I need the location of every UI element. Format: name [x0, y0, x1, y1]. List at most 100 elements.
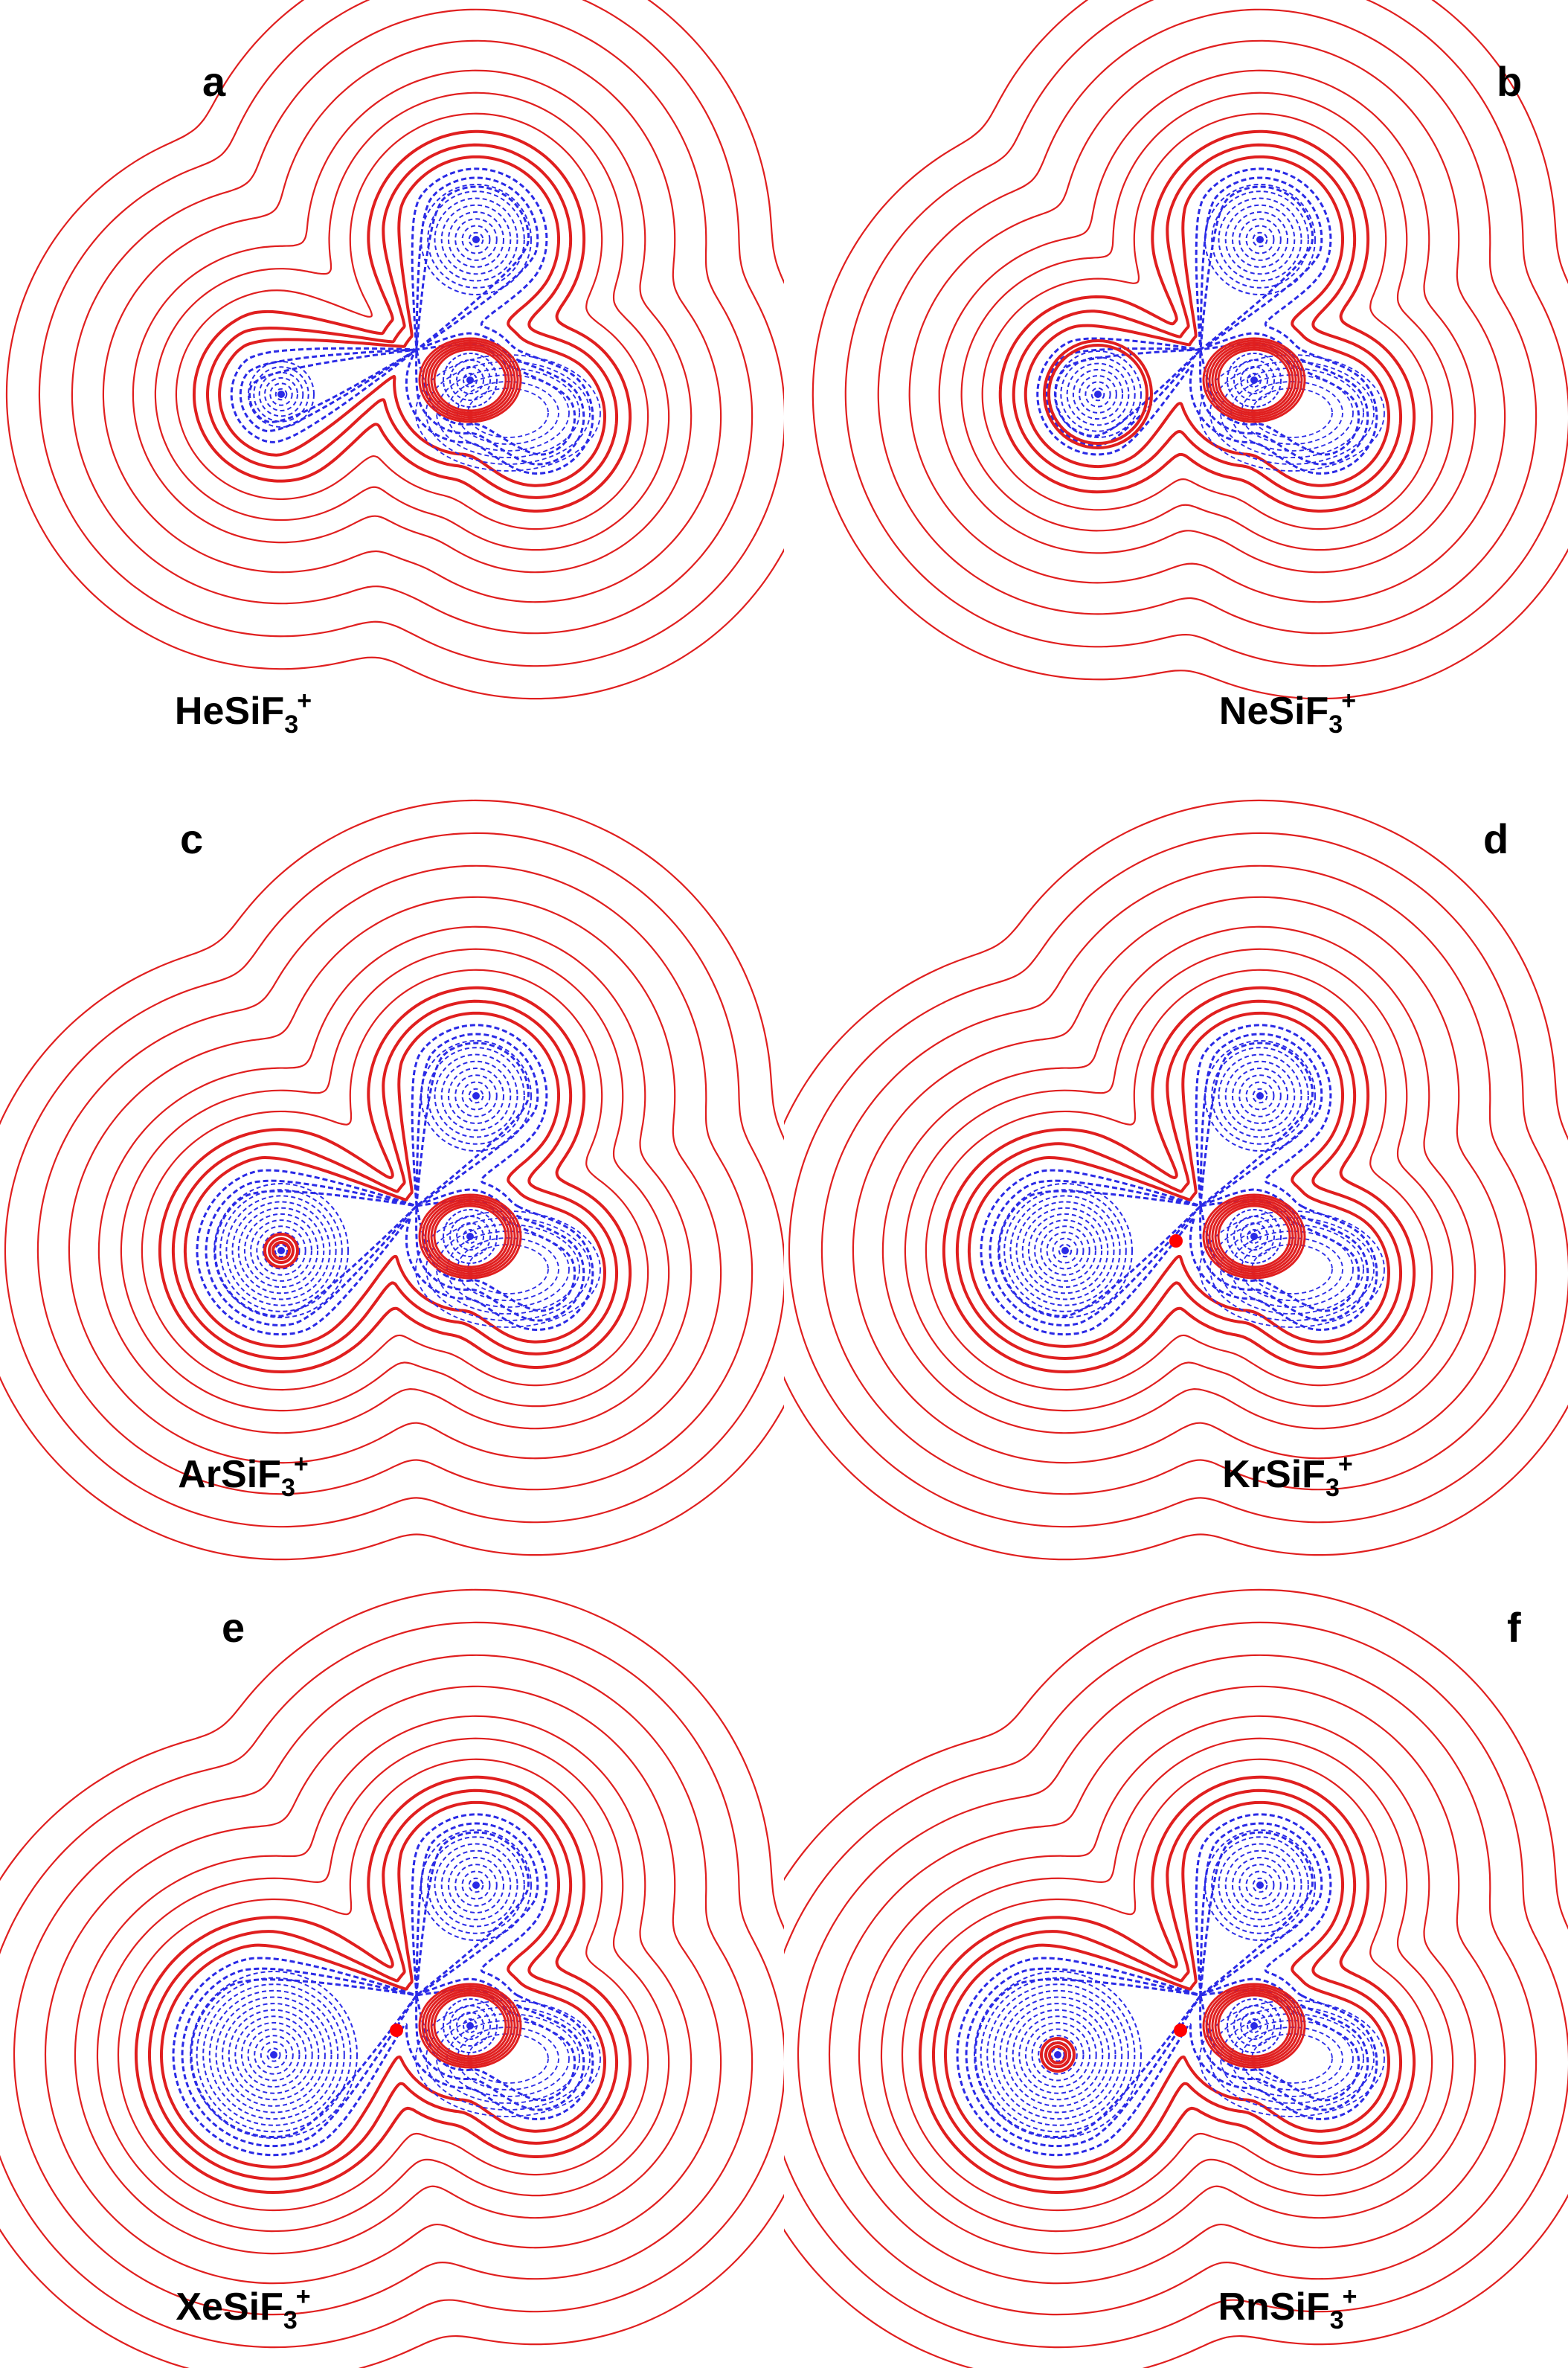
positive-contours [784, 799, 1568, 1561]
negative-contour-line [425, 1217, 591, 1321]
negative-contour-line [1232, 1068, 1288, 1124]
negative-contour-line [974, 1971, 1142, 2139]
positive-contour-line [421, 1985, 519, 2067]
nucleus-marker [270, 2051, 277, 2059]
positive-contour-line [904, 948, 1454, 1412]
formula-subscript: 3 [280, 1473, 295, 1502]
negative-contour-line [420, 1040, 532, 1152]
positive-contour-line [784, 1621, 1568, 2349]
panel-letter: c [180, 815, 204, 862]
negative-contour-line [1224, 204, 1296, 275]
species-formula: HeSiF [174, 690, 285, 733]
positive-contour-line [159, 1800, 607, 2169]
negative-contour-line [1247, 373, 1262, 388]
negative-contour-line [1211, 1836, 1309, 1934]
positive-contour-line [828, 1685, 1506, 2285]
positive-contour-line [1205, 1985, 1303, 2067]
positive-contour-line [0, 1588, 784, 2368]
species-caption: HeSiF3+ [0, 688, 635, 737]
positive-contour-line [430, 1202, 510, 1271]
negative-contour-line [196, 1024, 594, 1336]
si-core-ring [1040, 1983, 1306, 2073]
negative-contour-line [468, 1088, 484, 1104]
positive-contour-line [102, 39, 722, 603]
negative-contour-line [248, 361, 315, 428]
negative-contour-line [448, 1068, 504, 1124]
positive-contour-line [858, 1715, 1477, 2255]
positive-contour-line [68, 896, 722, 1464]
positive-contours [812, 0, 1568, 700]
negative-contour-line [1240, 1222, 1268, 1251]
species-caption: XeSiF3+ [0, 2284, 635, 2333]
panel-d: d KrSiF3+ [784, 789, 1568, 1579]
positive-contour-line [120, 948, 670, 1412]
charge-superscript: + [295, 2282, 311, 2311]
positive-contour-line [1202, 337, 1306, 423]
negative-contour-line [172, 1813, 594, 2157]
negative-contour-line [1227, 353, 1282, 408]
negative-contour-line [434, 1053, 518, 1138]
negative-contour-line [456, 2012, 484, 2040]
positive-contour-line [13, 1654, 754, 2316]
bond-critical-point [390, 2024, 403, 2037]
positive-contour-line [427, 344, 513, 417]
negative-contour-line [1003, 1189, 1127, 1312]
positive-contour-line [1208, 1198, 1300, 1275]
negative-contour-line [1052, 1237, 1079, 1264]
positive-contour-line [430, 346, 510, 414]
positive-contour-line [1217, 348, 1291, 412]
negative-contour-line [231, 1201, 331, 1300]
positive-contour-line [1217, 1204, 1291, 1268]
positive-contour-line [154, 92, 670, 551]
positive-contour-line [433, 1994, 507, 2058]
positive-contour-line [955, 999, 1403, 1360]
negative-contour-line [420, 184, 532, 295]
species-formula: KrSiF [1222, 1453, 1326, 1496]
positive-contour-line [0, 799, 784, 1561]
negative-contour-line [440, 1060, 512, 1132]
negative-contour-line [461, 1081, 491, 1111]
negative-contour-line [1245, 1081, 1275, 1111]
positive-contour-line [132, 69, 693, 574]
nucleus-marker [1256, 236, 1264, 243]
negative-contour-line [448, 211, 504, 268]
negative-contour-line [1085, 381, 1111, 408]
negative-contour-line [1018, 2015, 1097, 2094]
species-caption: NeSiF3+ [896, 688, 1568, 737]
negative-contour-line [1058, 1243, 1073, 1258]
positive-contour-line [0, 1621, 784, 2349]
negative-contour-line [463, 373, 478, 388]
positive-contours [5, 0, 784, 700]
nucleus-marker [1256, 1092, 1264, 1100]
positive-contour-line [1217, 1994, 1291, 2058]
negative-contour-line [266, 2047, 281, 2062]
positive-contour-line [158, 986, 632, 1374]
negative-contour-line [1218, 1053, 1302, 1138]
negative-contour-line [1211, 190, 1309, 289]
negative-contour-line [260, 2041, 288, 2069]
positive-contour-line [1047, 344, 1148, 445]
positive-contour-line [981, 112, 1433, 530]
positive-contour-line [424, 1198, 516, 1275]
positive-contour-line [908, 39, 1506, 603]
negative-contours [980, 1024, 1385, 1336]
negative-contour-line [1204, 1829, 1316, 1941]
positive-contour-line [263, 1233, 299, 1268]
positive-contour-line [1202, 1983, 1306, 2069]
positive-contour-line [1208, 1987, 1300, 2064]
positive-contour-line [418, 1193, 522, 1280]
positive-contour-line [1211, 344, 1297, 417]
positive-contour-line [134, 1775, 632, 2195]
negative-contour-line [449, 359, 491, 401]
positive-contour-line [44, 1685, 722, 2285]
negative-contour-line [1240, 2012, 1268, 2040]
species-caption: RnSiF3+ [896, 2284, 1568, 2333]
negative-contour-line [225, 1195, 337, 1306]
positive-contours [784, 1588, 1568, 2368]
negative-contour-line [243, 1213, 319, 1289]
negative-contour-line [427, 190, 525, 289]
negative-contour-line [1050, 2047, 1065, 2062]
positive-contour-line [877, 8, 1538, 635]
negative-contour-line [1021, 1207, 1109, 1294]
negative-contour-line [974, 1831, 1360, 2138]
